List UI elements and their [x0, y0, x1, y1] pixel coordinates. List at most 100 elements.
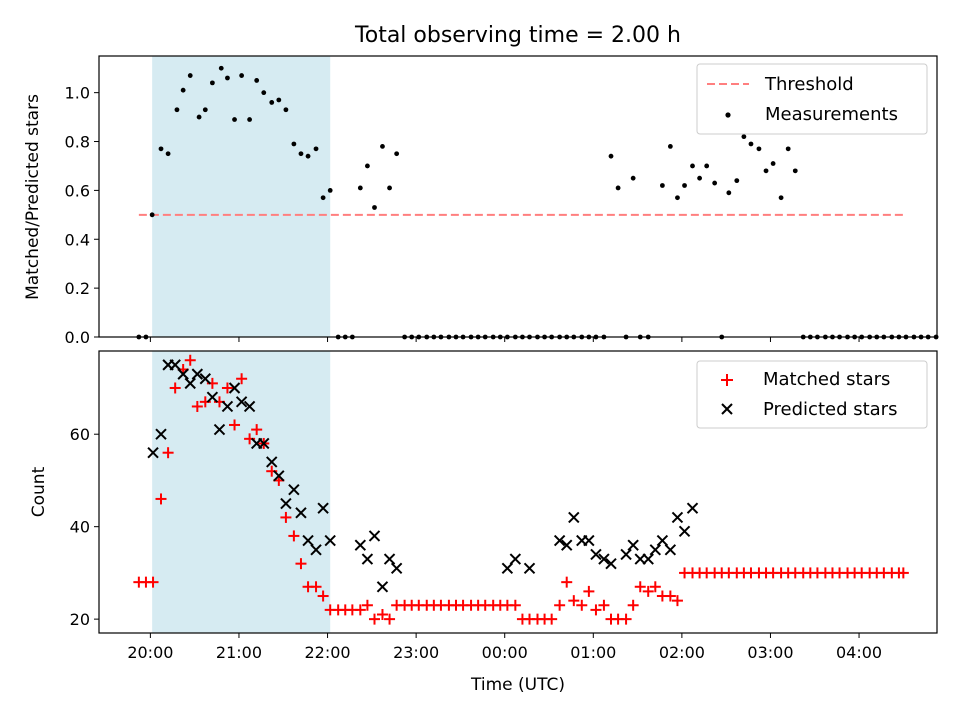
matched-star-point [317, 590, 329, 602]
matched-star-point [583, 585, 595, 597]
observing-span-top [152, 56, 331, 337]
predicted-star-point [649, 544, 662, 556]
predicted-star-point [199, 373, 212, 385]
measurement-point [357, 185, 363, 191]
matched-star-point [155, 493, 167, 505]
matched-star-point [568, 595, 580, 607]
matched-star-point [627, 599, 639, 611]
observing-span-bottom [152, 351, 331, 633]
measurement-point [305, 153, 311, 159]
bottom-ytick-label: 40 [70, 518, 90, 537]
chart-title: Total observing time = 2.00 h [354, 23, 681, 48]
measurement-point [608, 153, 614, 159]
measurement-point [158, 146, 164, 152]
matched-star-point [664, 590, 676, 602]
measurement-point [778, 195, 784, 201]
top-ytick-label: 0.4 [65, 230, 90, 249]
bottom-xtick-label: 21:00 [216, 643, 262, 662]
predicted-star-point [361, 553, 374, 565]
measurement-point [726, 190, 732, 196]
matched-star-point [221, 382, 233, 394]
matched-star-point [376, 609, 388, 621]
predicted-star-point [383, 553, 396, 565]
predicted-star-point [390, 562, 403, 574]
predicted-star-point [191, 368, 204, 380]
matched-star-point [384, 613, 396, 625]
bottom-xtick-label: 23:00 [393, 643, 439, 662]
measurement-point [394, 151, 400, 157]
predicted-star-point [664, 544, 677, 556]
legend-predicted-swatch [721, 403, 733, 415]
predicted-star-point [642, 553, 654, 565]
measurement-point [247, 117, 252, 122]
measurement-point [327, 187, 333, 193]
predicted-star-point [678, 525, 691, 538]
matched-star-point [634, 581, 646, 593]
legend-threshold-label: Threshold [764, 74, 854, 95]
matched-star-point [649, 581, 661, 593]
matched-star-point [554, 599, 566, 611]
predicted-star-point [258, 437, 270, 450]
bottom-legend-box [696, 360, 928, 429]
predicted-star-point [583, 534, 595, 547]
measurement-point [276, 97, 282, 103]
bottom-y-axis-label: Count [29, 466, 49, 517]
predicted-star-point [656, 534, 669, 547]
matched-star-point [229, 419, 241, 431]
predicted-star-point [354, 539, 367, 551]
predicted-stars-series [147, 359, 699, 593]
predicted-star-point [221, 400, 234, 413]
matched-star-point [310, 581, 322, 593]
bottom-xtick-label: 02:00 [659, 643, 705, 662]
matched-star-point [561, 576, 573, 588]
matched-star-point [598, 599, 610, 611]
measurement-point [630, 175, 636, 181]
matched-star-point [642, 585, 654, 597]
predicted-star-point [266, 456, 278, 468]
matched-star-point [590, 604, 602, 616]
bottom-ytick-label: 20 [70, 610, 90, 629]
top-ytick-label: 0.0 [65, 328, 90, 347]
predicted-star-point [177, 368, 189, 380]
measurement-point [313, 146, 319, 152]
predicted-star-point [184, 377, 196, 390]
bottom-legend: Matched stars Predicted stars [696, 360, 928, 429]
matched-star-point [184, 354, 196, 366]
bottom-axes: 20 40 60 20:00 21:00 22:00 23:00 00:00 01:00 02:… [29, 350, 938, 695]
legend-predicted-label: Predicted stars [763, 399, 897, 420]
predicted-star-point [523, 562, 536, 574]
measurement-point [682, 183, 687, 188]
predicted-star-point [235, 396, 248, 408]
predicted-star-point [501, 562, 514, 574]
bottom-axes-frame [98, 350, 938, 634]
top-legend: Threshold Measurements [696, 63, 928, 135]
predicted-star-point [620, 548, 632, 561]
matched-star-point [147, 576, 159, 588]
measurement-point [748, 141, 754, 147]
predicted-star-point [561, 539, 573, 551]
top-ytick-label: 0.6 [65, 181, 90, 200]
matched-star-point [576, 599, 588, 611]
top-ytick-label: 0.8 [65, 133, 90, 152]
predicted-star-point [671, 511, 684, 524]
predicted-star-point [605, 557, 617, 570]
matched-star-point [671, 595, 683, 607]
predicted-star-point [295, 507, 307, 519]
measurement-point [261, 90, 267, 96]
predicted-star-point [228, 382, 241, 394]
matched-star-point [546, 613, 558, 625]
matched-star-point [191, 400, 203, 412]
measurements-series [136, 65, 939, 340]
measurement-point [792, 168, 798, 174]
matched-star-point [236, 373, 248, 385]
measurement-point [298, 151, 304, 157]
top-legend-box [696, 63, 928, 135]
predicted-star-point [368, 530, 381, 542]
measurement-point [180, 87, 186, 93]
predicted-star-point [155, 428, 167, 440]
measurement-point [269, 100, 275, 105]
top-axes: 0.0 0.2 0.4 0.6 0.8 1.0 Matched/Predicted sta… [23, 55, 939, 347]
measurement-point [712, 180, 718, 186]
top-x-ticks [149, 337, 860, 342]
bottom-xtick-label: 20:00 [127, 643, 173, 662]
